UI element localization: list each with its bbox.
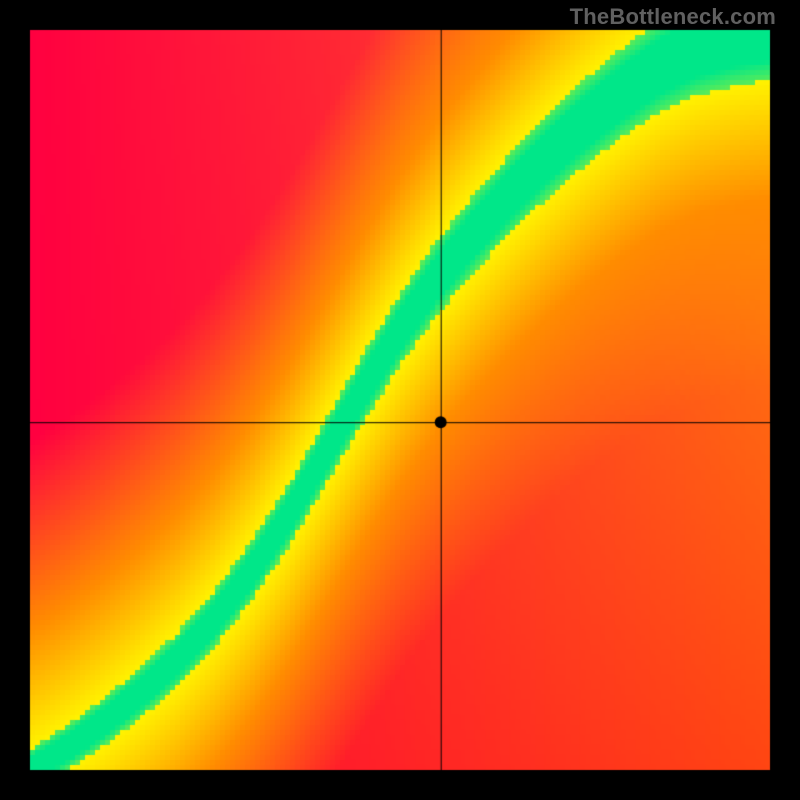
watermark-text: TheBottleneck.com (570, 4, 776, 30)
bottleneck-heatmap (0, 0, 800, 800)
